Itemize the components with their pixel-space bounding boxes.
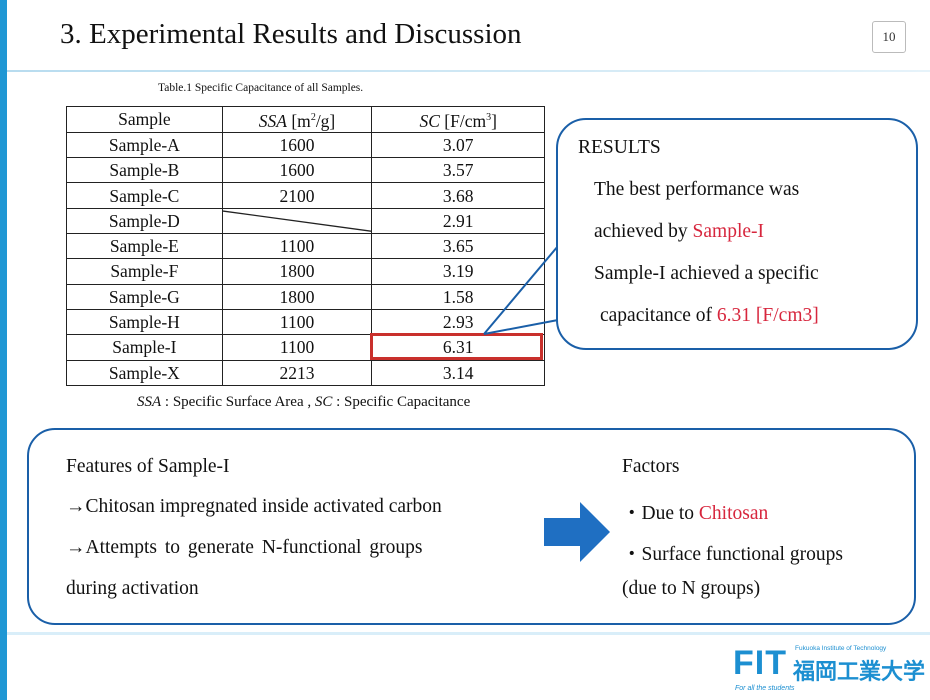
- title-divider: [7, 70, 930, 72]
- logo-slogan: For all the students: [735, 685, 795, 692]
- features-factors-panel: Features of Sample-I →Chitosan impregnat…: [27, 428, 916, 625]
- capacitance-table: Sample SSA [m2/g] SC [F/cm3] Sample-A 160…: [66, 106, 545, 386]
- results-line: achieved by Sample-I: [594, 221, 765, 242]
- header-sample: Sample: [66, 106, 223, 133]
- table-row: Sample-B 1600 3.57: [66, 157, 545, 184]
- slide-title: 3. Experimental Results and Discussion: [60, 18, 522, 50]
- table-row: Sample-C 2100 3.68: [66, 182, 545, 209]
- table-row: Sample-E 1100 3.65: [66, 233, 545, 260]
- logo-english-name: Fukuoka Institute of Technology: [795, 645, 887, 652]
- best-capacitance-value: 6.31 [F/cm3]: [716, 305, 819, 326]
- factor-item-continued: (due to N groups): [622, 578, 761, 599]
- header-ssa: SSA [m2/g]: [221, 106, 373, 133]
- slide-accent-bar: [0, 0, 7, 700]
- feature-item: →Chitosan impregnated inside activated c…: [66, 496, 442, 517]
- results-line: The best performance was: [594, 179, 800, 200]
- table-note: SSA : Specific Surface Area , SC : Speci…: [137, 394, 471, 410]
- feature-item: →Attempts to generate N-functional group…: [66, 537, 423, 558]
- factor-item: ・Surface functional groups: [622, 544, 843, 565]
- results-callout: RESULTS The best performance was achieve…: [556, 118, 918, 350]
- fit-logo: FIT Fukuoka Institute of Technology 福岡工業…: [733, 640, 925, 696]
- empty-diagonal-cell: [221, 207, 373, 235]
- right-arrow-icon: [544, 502, 610, 562]
- table-header-row: Sample SSA [m2/g] SC [F/cm3]: [66, 106, 545, 133]
- table-row: Sample-F 1800 3.19: [66, 258, 545, 285]
- feature-item-continued: during activation: [66, 578, 199, 599]
- header-sc: SC [F/cm3]: [371, 106, 545, 133]
- factors-heading: Factors: [622, 456, 680, 477]
- footer-divider: [7, 632, 930, 635]
- table-caption: Table.1 Specific Capacitance of all Samp…: [158, 82, 364, 94]
- table-row: Sample-X 2213 3.14: [66, 359, 545, 386]
- results-line: Sample-I achieved a specific: [594, 263, 819, 284]
- results-heading: RESULTS: [578, 137, 661, 158]
- table-row: Sample-D 2.91: [66, 207, 545, 235]
- best-sample-highlight: [370, 333, 543, 360]
- table-row: Sample-G 1800 1.58: [66, 283, 545, 310]
- logo-abbr: FIT: [733, 644, 787, 682]
- page-number: 10: [872, 21, 906, 53]
- factor-item: ・Due to Chitosan: [622, 503, 769, 524]
- logo-japanese-name: 福岡工業大学: [793, 660, 926, 685]
- best-sample-label: Sample-I: [692, 221, 765, 242]
- results-line: capacitance of 6.31 [F/cm3]: [600, 305, 819, 326]
- table-row: Sample-H 1100 2.93: [66, 308, 545, 336]
- table-row: Sample-A 1600 3.07: [66, 131, 545, 159]
- features-heading: Features of Sample-I: [66, 456, 230, 477]
